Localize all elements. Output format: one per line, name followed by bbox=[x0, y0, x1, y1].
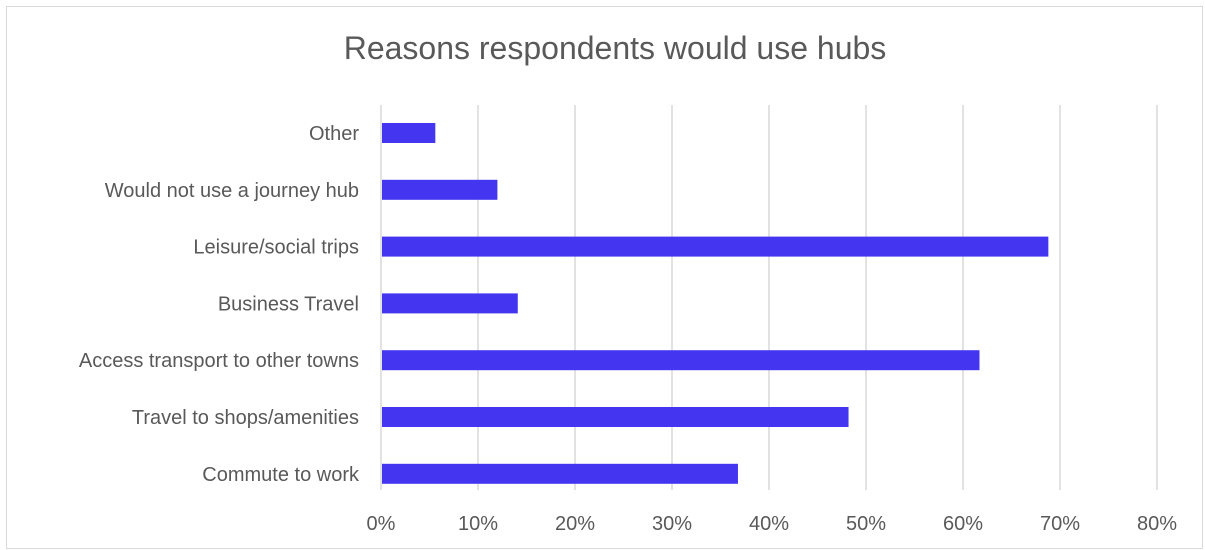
category-label-6: Commute to work bbox=[202, 464, 360, 486]
x-tick-label-8: 80% bbox=[1137, 513, 1177, 535]
category-label-1: Would not use a journey hub bbox=[105, 180, 359, 202]
category-label-3: Business Travel bbox=[218, 293, 359, 315]
x-tick-label-1: 10% bbox=[458, 513, 498, 535]
x-tick-labels: 0% 10% 20% 30% 40% 50% 60% 70% 80% bbox=[367, 513, 1178, 535]
x-tick-label-3: 30% bbox=[652, 513, 692, 535]
bar-3 bbox=[382, 293, 518, 314]
bar-2 bbox=[382, 236, 1049, 257]
x-tick-label-0: 0% bbox=[367, 513, 396, 535]
x-tick-label-4: 40% bbox=[749, 513, 789, 535]
category-label-5: Travel to shops/amenities bbox=[132, 407, 359, 429]
x-tick-label-7: 70% bbox=[1040, 513, 1080, 535]
x-tick-label-6: 60% bbox=[943, 513, 983, 535]
x-tick-label-5: 50% bbox=[846, 513, 886, 535]
bars bbox=[382, 123, 1049, 484]
category-label-0: Other bbox=[309, 123, 359, 145]
chart-frame bbox=[6, 6, 1203, 549]
category-label-2: Leisure/social trips bbox=[193, 237, 359, 259]
x-tick-label-2: 20% bbox=[555, 513, 595, 535]
category-label-4: Access transport to other towns bbox=[79, 350, 359, 372]
category-labels: Other Would not use a journey hub Leisure/… bbox=[79, 123, 360, 486]
bar-4 bbox=[382, 350, 980, 371]
bar-6 bbox=[382, 463, 738, 484]
bar-0 bbox=[382, 123, 436, 143]
grid-lines bbox=[477, 105, 1158, 490]
bar-1 bbox=[382, 179, 498, 200]
chart-title: Reasons respondents would use hubs bbox=[343, 30, 887, 66]
bar-5 bbox=[382, 407, 849, 427]
